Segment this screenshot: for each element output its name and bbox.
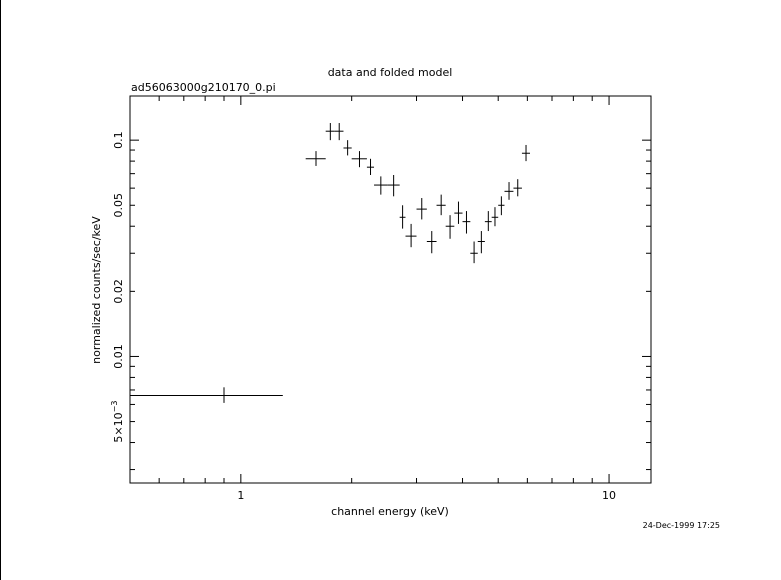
x-tick-label: 10 — [602, 489, 616, 502]
data-point — [305, 151, 326, 166]
data-point — [498, 196, 505, 216]
data-point — [334, 123, 344, 141]
data-point — [504, 182, 514, 200]
data-point — [462, 211, 471, 234]
plot-frame — [129, 95, 652, 484]
data-point — [351, 151, 367, 168]
data-point — [374, 176, 388, 195]
chart-title: data and folded model — [328, 66, 453, 79]
data-point — [399, 205, 406, 229]
data-point — [513, 179, 522, 197]
data-point — [521, 144, 531, 162]
data-point — [491, 207, 499, 227]
data-point — [405, 223, 417, 248]
left-border-line — [0, 0, 1, 580]
data-point — [366, 158, 375, 176]
data-point — [416, 198, 427, 220]
data-point — [130, 387, 283, 403]
data-point — [445, 215, 455, 239]
data-point — [477, 231, 485, 254]
timestamp-label: 24-Dec-1999 17:25 — [643, 521, 720, 530]
y-tick-label: 5×10−3 — [110, 401, 125, 443]
data-point — [325, 123, 335, 141]
axis-ticks — [129, 96, 651, 483]
chart-subtitle: ad56063000g210170_0.pi — [131, 81, 276, 94]
data-point — [436, 194, 446, 216]
data-point — [484, 211, 492, 232]
data-point — [343, 140, 352, 156]
axis-tick-labels: 1 10 0.1 0.05 0.02 0.01 5×10−3 — [110, 131, 616, 502]
data-point — [387, 175, 400, 197]
x-axis-label: channel energy (keV) — [331, 505, 449, 518]
data-point — [470, 241, 478, 264]
data-points — [130, 123, 531, 403]
data-point — [454, 201, 463, 224]
y-tick-label: 0.02 — [112, 279, 125, 304]
y-tick-label: 0.1 — [112, 131, 125, 149]
data-point — [426, 231, 437, 254]
x-tick-label: 1 — [237, 489, 244, 502]
y-axis-label: normalized counts/sec/keV — [90, 216, 103, 364]
y-tick-label: 0.05 — [112, 193, 125, 218]
y-tick-label: 0.01 — [112, 344, 125, 369]
